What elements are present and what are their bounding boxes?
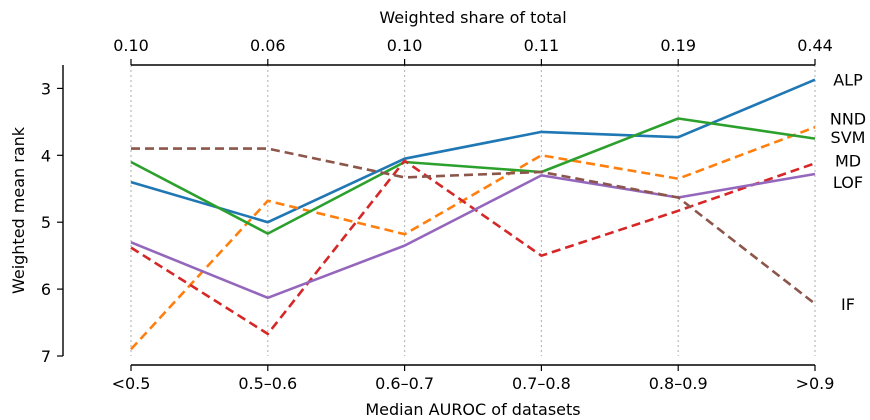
series-label-if: IF bbox=[841, 295, 855, 314]
y-tick-label: 4 bbox=[41, 146, 51, 165]
series-label-svm: SVM bbox=[831, 128, 866, 147]
series-label-md: MD bbox=[835, 152, 861, 171]
x-axis-title: Median AUROC of datasets bbox=[365, 400, 580, 419]
x-tick-label: 0.5–0.6 bbox=[238, 374, 297, 393]
y-axis-title: Weighted mean rank bbox=[9, 126, 28, 294]
series-line-svm bbox=[130, 117, 816, 235]
top-tick-label: 0.44 bbox=[797, 36, 833, 55]
series-line-alp bbox=[130, 78, 816, 224]
top-tick-label: 0.10 bbox=[113, 36, 149, 55]
y-tick-label: 3 bbox=[41, 79, 51, 98]
top-tick-label: 0.11 bbox=[524, 36, 560, 55]
series-line-if bbox=[131, 147, 816, 305]
top-tick-label: 0.19 bbox=[660, 36, 696, 55]
x-tick-label: <0.5 bbox=[112, 374, 151, 393]
top-tick-label: 0.10 bbox=[387, 36, 423, 55]
series-label-lof: LOF bbox=[833, 173, 863, 192]
series-label-nnd: NND bbox=[830, 110, 866, 129]
x-tick-label: 0.8–0.9 bbox=[649, 374, 708, 393]
axes: 3 4 5 6 7 <0.5 0.5–0.6 0.6–0.7 0.7–0.8 0.8–0.9 >0.… bbox=[41, 36, 835, 393]
top-axis-title: Weighted share of total bbox=[379, 8, 566, 27]
series-line-md bbox=[130, 159, 816, 336]
series-line-lof bbox=[130, 172, 816, 300]
top-tick-label: 0.06 bbox=[250, 36, 286, 55]
y-tick-label: 5 bbox=[41, 213, 51, 232]
y-tick-label: 6 bbox=[41, 280, 51, 299]
y-tick-label: 7 bbox=[41, 347, 51, 366]
x-tick-label: 0.7–0.8 bbox=[512, 374, 571, 393]
series-lines bbox=[130, 78, 816, 351]
series-line-nnd bbox=[130, 125, 816, 351]
x-tick-label: >0.9 bbox=[796, 374, 835, 393]
x-tick-label: 0.6–0.7 bbox=[375, 374, 434, 393]
series-label-alp: ALP bbox=[833, 71, 863, 90]
